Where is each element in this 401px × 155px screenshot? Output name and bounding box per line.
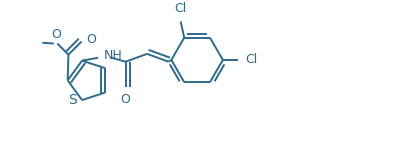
Text: O: O — [86, 33, 95, 46]
Text: Cl: Cl — [244, 53, 257, 66]
Text: Cl: Cl — [174, 2, 186, 15]
Text: O: O — [51, 28, 61, 41]
Text: S: S — [68, 93, 77, 107]
Text: NH: NH — [103, 49, 122, 62]
Text: O: O — [120, 93, 130, 106]
